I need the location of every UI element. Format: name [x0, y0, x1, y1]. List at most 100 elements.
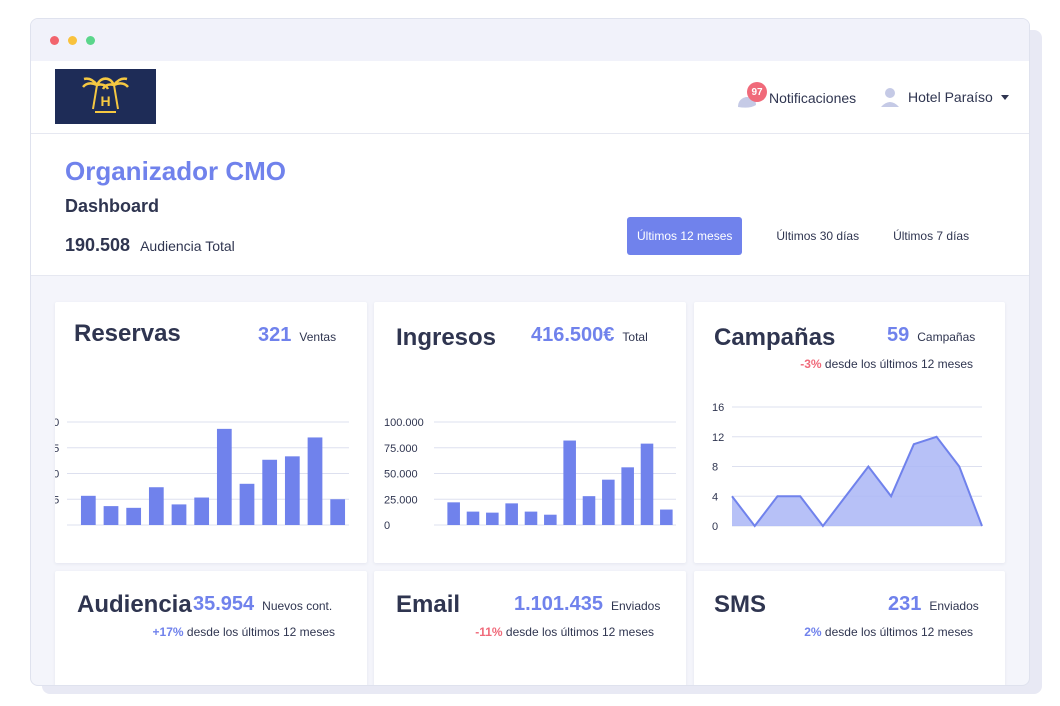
user-name: Hotel Paraíso [908, 89, 993, 105]
bar [194, 497, 210, 525]
y-tick-label: 100.000 [384, 417, 424, 429]
bar [602, 479, 615, 525]
window-titlebar [31, 19, 1029, 61]
y-tick-label: 60 [55, 417, 59, 429]
card-ingresos[interactable]: Ingresos 416.500€ Total 0 25.000 50.000 75.… [374, 302, 686, 563]
bar [171, 504, 187, 525]
y-tick-label: 45 [55, 443, 59, 455]
y-tick-label: 25.000 [384, 494, 418, 506]
card-metric: 231 Enviados [888, 593, 979, 616]
card-delta: -3% desde los últimos 12 meses [800, 357, 973, 371]
page-title: Organizador CMO [65, 156, 287, 186]
bar [466, 511, 480, 525]
card-title: Audiencia [77, 591, 192, 618]
delta-text: desde los últimos 12 meses [505, 625, 654, 639]
period-tabs: Últimos 12 meses Últimos 30 días Últimos… [627, 217, 993, 255]
tab-7-days[interactable]: Últimos 7 días [893, 229, 970, 243]
card-delta: +17% desde los últimos 12 meses [153, 625, 335, 639]
card-title: Ingresos [396, 324, 497, 351]
metric-unit: Campañas [917, 330, 976, 344]
card-sms[interactable]: SMS 231 Enviados 2% desde los últimos 12… [694, 571, 1005, 685]
metric-unit: Nuevos cont. [262, 599, 333, 613]
maximize-dot[interactable] [86, 36, 95, 45]
y-tick-label: 12 [712, 432, 724, 444]
card-campanas[interactable]: Campañas 59 Campañas -3% desde los últim… [694, 302, 1005, 563]
svg-text:H: H [100, 93, 110, 109]
ingresos-bar-chart: 0 25.000 50.000 75.000 100.000 [384, 417, 676, 532]
y-tick-label: 0 [712, 521, 718, 533]
bar [505, 503, 518, 525]
delta-text: desde los últimos 12 meses [824, 357, 973, 371]
metric-value: 416.500€ [531, 324, 615, 346]
tab-12-months[interactable]: Últimos 12 meses [627, 217, 743, 255]
card-title: SMS [714, 591, 767, 618]
notifications-label: Notificaciones [769, 90, 857, 106]
close-dot[interactable] [50, 36, 59, 45]
dashboard-header: Organizador CMO Dashboard 190.508 Audien… [31, 134, 1029, 276]
chevron-down-icon [1000, 94, 1009, 100]
y-tick-label: 8 [712, 462, 718, 474]
bar [621, 467, 634, 525]
metric-unit: Enviados [929, 599, 979, 613]
y-tick-label: 15 [55, 494, 59, 506]
notifications-button[interactable]: 97 Notificaciones [735, 82, 857, 111]
top-navbar: H 97 Notificaciones Hotel Paraíso [31, 61, 1029, 134]
total-audience-label: Audiencia Total [140, 238, 235, 254]
card-metric: 1.101.435 Enviados [514, 593, 660, 616]
bar [544, 514, 557, 525]
bar [80, 495, 96, 525]
bar [148, 487, 164, 525]
bar [103, 506, 119, 525]
bar [660, 509, 673, 525]
page-subtitle: Dashboard [65, 196, 160, 216]
total-audience: 190.508 Audiencia Total [65, 235, 235, 256]
bell-icon: 97 [735, 82, 767, 111]
palm-logo-icon: H [82, 77, 129, 113]
minimize-dot[interactable] [68, 36, 77, 45]
bar [582, 496, 596, 525]
delta-value: -3% [800, 357, 822, 371]
y-tick-label: 30 [55, 469, 59, 481]
bar [216, 428, 232, 525]
tab-30-days[interactable]: Últimos 30 días [776, 229, 860, 243]
y-tick-label: 16 [712, 402, 724, 414]
hotel-logo[interactable]: H [55, 69, 156, 124]
metric-value: 59 [887, 324, 910, 346]
card-metric: 35.954 Nuevos cont. [193, 593, 332, 616]
metric-value: 1.101.435 [514, 593, 603, 615]
notification-count-badge: 97 [747, 82, 767, 102]
delta-value: +17% [152, 625, 184, 639]
metric-unit: Ventas [299, 330, 337, 344]
delta-value: -11% [475, 625, 503, 639]
bar [330, 499, 346, 525]
card-metric: 59 Campañas [887, 324, 975, 347]
total-audience-value: 190.508 [65, 235, 131, 255]
delta-value: 2% [804, 625, 822, 639]
user-menu[interactable]: Hotel Paraíso [880, 87, 1009, 107]
delta-text: desde los últimos 12 meses [186, 625, 335, 639]
bar [239, 483, 255, 525]
area-line [731, 435, 983, 528]
card-audiencia[interactable]: Audiencia 35.954 Nuevos cont. +17% desde… [55, 571, 367, 685]
y-tick-label: 4 [712, 491, 718, 503]
bar [640, 443, 654, 525]
metric-unit: Enviados [610, 599, 661, 613]
metric-unit: Total [622, 330, 648, 344]
card-delta: 2% desde los últimos 12 meses [804, 625, 973, 639]
y-tick-label: 0 [384, 520, 390, 532]
y-tick-label: 75.000 [384, 443, 418, 455]
metric-value: 35.954 [193, 593, 255, 615]
bar [486, 512, 499, 525]
bar [307, 437, 323, 525]
y-tick-label: 50.000 [384, 469, 418, 481]
browser-window: H 97 Notificaciones Hotel Paraíso Organi… [30, 18, 1030, 686]
bar [262, 459, 278, 525]
card-metric: 416.500€ Total [531, 324, 648, 347]
card-title: Campañas [714, 324, 836, 351]
bar [563, 440, 576, 525]
card-reservas[interactable]: Reservas 321 Ventas 015304560 [47, 302, 367, 563]
metric-value: 231 [888, 593, 922, 615]
card-email[interactable]: Email 1.101.435 Enviados -11% desde los … [374, 571, 686, 685]
user-icon [881, 88, 899, 107]
card-delta: -11% desde los últimos 12 meses [475, 625, 654, 639]
